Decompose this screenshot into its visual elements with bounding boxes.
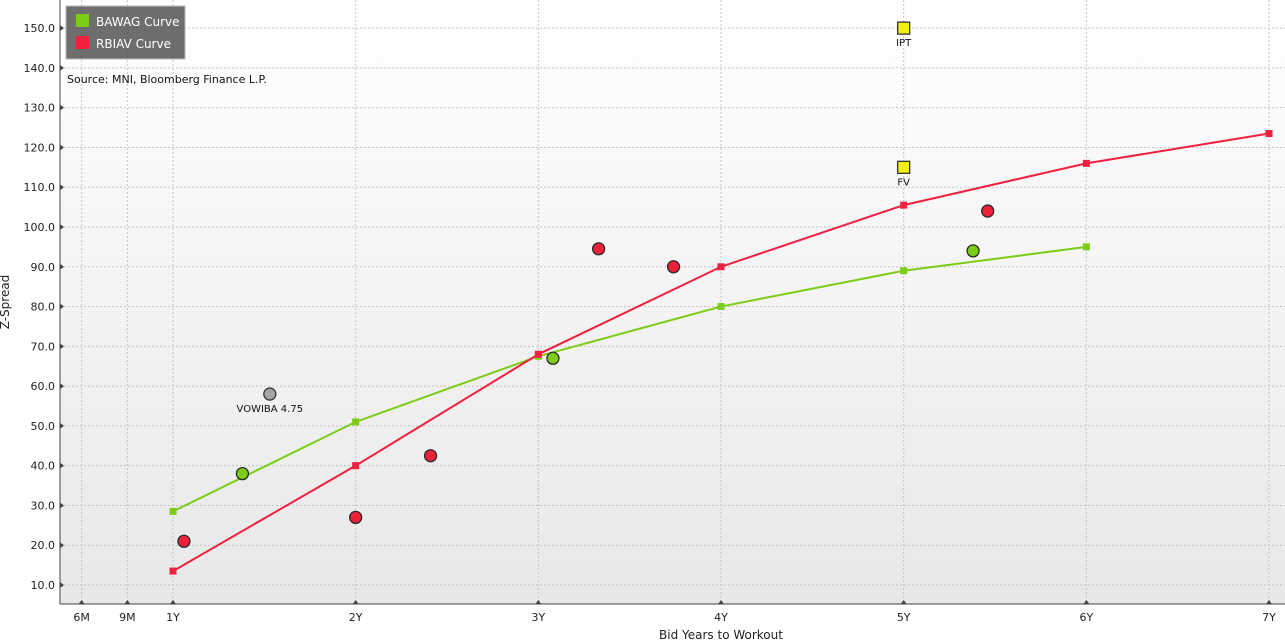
y-tick-mark xyxy=(60,223,64,230)
legend-label-bawag: BAWAG Curve xyxy=(96,15,180,29)
rbiav-curve-point xyxy=(534,350,542,358)
x-tick-mark xyxy=(535,600,542,604)
ipt-label: IPT xyxy=(896,38,912,49)
bawag-curve-point xyxy=(1082,243,1090,251)
x-tick-mark xyxy=(900,600,907,604)
grid xyxy=(60,0,1285,604)
y-tick-label: 90.0 xyxy=(31,261,56,274)
y-tick-label: 150.0 xyxy=(24,22,56,35)
legend-box xyxy=(65,5,186,60)
y-tick-label: 20.0 xyxy=(31,539,56,552)
y-tick-mark xyxy=(60,422,64,429)
y-tick-label: 40.0 xyxy=(31,460,56,473)
y-tick-mark xyxy=(60,502,64,509)
legend-swatch-rbiav xyxy=(76,36,89,49)
rbiav-curve-point xyxy=(1082,159,1090,167)
rbiav-bond-point xyxy=(177,534,191,548)
x-tick-label: 6M xyxy=(73,611,90,624)
y-tick-label: 130.0 xyxy=(24,102,56,115)
x-tick-mark xyxy=(170,600,176,604)
bawag-bond-point xyxy=(966,244,980,258)
ipt-marker xyxy=(897,21,911,35)
legend-label-rbiav: RBIAV Curve xyxy=(96,37,171,51)
y-tick-mark xyxy=(60,25,64,32)
x-tick-mark xyxy=(718,600,725,604)
source-note: Source: MNI, Bloomberg Finance L.P. xyxy=(67,73,267,86)
y-tick-label: 110.0 xyxy=(24,181,56,194)
y-tick-label: 60.0 xyxy=(31,380,56,393)
y-tick-mark xyxy=(60,263,64,270)
y-tick-label: 80.0 xyxy=(31,301,56,314)
y-tick-label: 70.0 xyxy=(31,340,56,353)
y-tick-label: 50.0 xyxy=(31,420,56,433)
y-tick-mark xyxy=(60,582,64,588)
plot-background xyxy=(60,0,1285,604)
rbiav-bond-point xyxy=(423,449,438,463)
bawag-curve-point xyxy=(352,418,360,426)
rbiav-curve-point xyxy=(900,201,908,209)
x-tick-label: 3Y xyxy=(531,611,545,624)
x-tick-label: 2Y xyxy=(349,611,363,624)
vowiba-4-75-label: VOWIBA 4.75 xyxy=(237,404,304,415)
x-tick-label: 5Y xyxy=(897,611,911,624)
fv-marker xyxy=(897,160,911,174)
x-tick-label: 4Y xyxy=(714,611,728,624)
y-tick-mark xyxy=(60,64,64,71)
x-tick-label: 6Y xyxy=(1079,611,1093,624)
tick-marks: 10.0 20.0 30.0 40.0 50.0 60.0 70.0 80.0 90.0 100.… xyxy=(24,22,1277,624)
x-tick-label: 9M xyxy=(119,611,136,624)
annotations: VOWIBA 4.75 IPT FV xyxy=(237,21,912,415)
x-tick-mark xyxy=(352,600,359,604)
bawag-curve-point xyxy=(169,507,177,515)
y-tick-label: 30.0 xyxy=(31,499,56,512)
bawag-bond-point xyxy=(235,466,250,481)
y-tick-mark xyxy=(60,383,64,390)
legend-swatch-bawag xyxy=(76,14,89,27)
y-tick-mark xyxy=(60,303,64,310)
x-tick-mark xyxy=(1266,600,1273,604)
bawag-curve-point xyxy=(900,267,908,275)
rbiav-curve-point xyxy=(352,462,360,470)
y-tick-label: 100.0 xyxy=(24,221,56,234)
bawag-curve-point xyxy=(717,303,725,311)
y-tick-mark xyxy=(60,144,64,151)
bawag-curve-line xyxy=(172,245,1087,513)
bond-points xyxy=(177,204,995,548)
rbiav-bond-point xyxy=(666,260,681,274)
y-tick-mark xyxy=(60,462,64,469)
x-tick-mark xyxy=(1083,600,1090,604)
vowiba-4-75-marker xyxy=(263,387,277,401)
y-axis-title: Z-Spread xyxy=(0,275,12,330)
legend: BAWAG Curve RBIAV Curve xyxy=(65,5,186,60)
x-tick-mark xyxy=(124,600,131,604)
y-tick-label: 10.0 xyxy=(31,579,56,592)
x-tick-label: 1Y xyxy=(166,611,180,624)
y-tick-mark xyxy=(60,104,64,111)
x-axis-title: Bid Years to Workout xyxy=(659,628,783,641)
rbiav-curve-point xyxy=(1265,130,1273,138)
y-tick-label: 120.0 xyxy=(24,141,56,154)
rbiav-bond-point xyxy=(981,204,995,218)
rbiav-bond-point xyxy=(591,242,606,256)
x-tick-label: 7Y xyxy=(1262,611,1276,624)
y-tick-mark xyxy=(60,184,64,191)
fv-label: FV xyxy=(897,177,910,188)
curves xyxy=(169,130,1273,575)
rbiav-curve-point xyxy=(717,263,725,271)
x-tick-mark xyxy=(78,600,85,604)
bawag-bond-point xyxy=(546,351,560,365)
y-tick-mark xyxy=(60,343,64,350)
y-tick-label: 140.0 xyxy=(24,62,56,75)
rbiav-bond-point xyxy=(349,510,363,525)
rbiav-curve-point xyxy=(169,567,177,575)
y-tick-mark xyxy=(60,542,64,549)
